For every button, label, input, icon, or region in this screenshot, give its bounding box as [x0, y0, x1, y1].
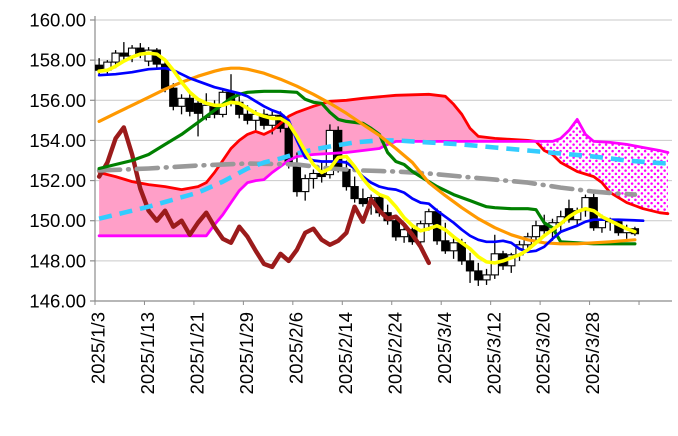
y-axis-tick-label: 156.00 — [29, 90, 86, 111]
axes — [90, 16, 672, 305]
candle — [391, 218, 401, 241]
candles — [94, 42, 640, 286]
x-axis-tick-label: 2025/3/20 — [533, 312, 554, 394]
candle — [474, 262, 483, 286]
cloud-bullish-area — [99, 94, 536, 236]
candle — [350, 176, 359, 203]
candle — [399, 225, 409, 243]
candle — [193, 98, 203, 137]
candle — [581, 194, 590, 217]
overlay-lines — [96, 51, 670, 270]
candle — [416, 220, 425, 245]
x-axis-tick-label: 2025/1/29 — [236, 312, 257, 394]
x-axis-tick-label: 2025/3/28 — [582, 312, 603, 394]
cloud-bearish-area — [536, 119, 668, 214]
x-axis-tick-label: 2025/1/21 — [187, 312, 208, 394]
x-axis-tick-label: 2025/1/3 — [88, 312, 109, 384]
candle — [185, 94, 194, 117]
candle — [449, 236, 458, 259]
candle — [358, 188, 368, 207]
senkou-span-b — [97, 118, 670, 238]
candle — [259, 109, 269, 130]
y-axis-tick-label: 150.00 — [29, 210, 86, 231]
y-axis-tick-label: 160.00 — [29, 10, 86, 31]
candle — [301, 174, 310, 201]
x-axis-tick-label: 2025/3/12 — [483, 312, 504, 394]
cyan-dashed-line — [98, 138, 669, 221]
y-axis-labels: 160.00 158.00 156.00 154.00 152.00 150.00 148.… — [29, 10, 86, 312]
y-axis-tick-label: 146.00 — [29, 291, 86, 312]
x-axis-tick-label: 2025/2/14 — [335, 312, 356, 394]
candle — [235, 96, 244, 119]
candle — [119, 42, 129, 61]
x-axis-labels: 2025/1/3 2025/1/13 2025/1/21 2025/1/29 2025/… — [88, 312, 604, 394]
candle — [144, 47, 153, 67]
x-axis-tick-label: 2025/1/13 — [137, 312, 158, 394]
x-axis-tick-label: 2025/3/4 — [434, 312, 455, 384]
x-axis-tick-label: 2025/2/6 — [285, 312, 306, 384]
y-axis-tick-label: 154.00 — [29, 130, 86, 151]
candle — [334, 126, 343, 173]
lagging-dark-red-line — [96, 125, 431, 270]
candle — [169, 83, 178, 111]
candle — [309, 169, 318, 189]
candle — [177, 94, 186, 115]
y-axis-tick-label: 152.00 — [29, 170, 86, 191]
candle — [531, 220, 541, 243]
blue-ma-line — [97, 66, 645, 254]
candle — [465, 252, 475, 283]
ichimoku-cloud — [99, 94, 668, 236]
candle — [540, 214, 549, 236]
senkou-span-a — [97, 92, 670, 216]
y-axis-tick-label: 148.00 — [29, 250, 86, 271]
y-axis-tick-label: 158.00 — [29, 50, 86, 71]
x-axis-tick-label: 2025/2/24 — [384, 312, 405, 394]
candle — [482, 268, 491, 285]
yellow-ma-line — [97, 51, 637, 265]
